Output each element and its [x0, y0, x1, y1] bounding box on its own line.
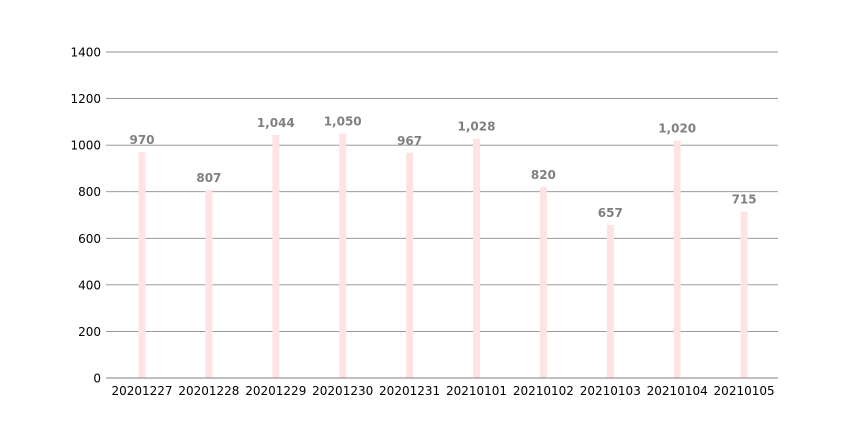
- bar: [272, 134, 280, 378]
- y-tick-label: 1000: [70, 139, 101, 153]
- data-label: 1,020: [658, 121, 696, 135]
- bar: [473, 138, 480, 378]
- x-tick-label: 20210105: [714, 384, 775, 398]
- bar: [406, 152, 414, 378]
- bar: [339, 133, 347, 378]
- y-tick-label: 400: [78, 278, 101, 292]
- x-tick-label: 20201227: [111, 384, 172, 398]
- y-tick-label: 600: [78, 232, 101, 246]
- x-tick-label: 20210103: [580, 384, 641, 398]
- data-label: 970: [129, 133, 154, 147]
- y-tick-label: 0: [93, 372, 101, 386]
- y-tick-label: 800: [78, 185, 101, 199]
- data-label: 967: [397, 134, 422, 148]
- bar: [205, 190, 213, 378]
- data-label: 807: [196, 171, 221, 185]
- bar: [673, 140, 681, 378]
- data-label: 1,028: [458, 120, 496, 134]
- x-tick-label: 20201229: [245, 384, 306, 398]
- data-label: 820: [531, 168, 556, 182]
- bar: [740, 211, 748, 378]
- x-tick-label: 20201228: [178, 384, 239, 398]
- bar: [138, 152, 146, 378]
- x-tick-label: 20210102: [513, 384, 574, 398]
- data-label: 657: [598, 206, 623, 220]
- y-tick-label: 1400: [70, 46, 101, 60]
- grid-layer: [106, 51, 778, 332]
- y-tick-label: 1200: [70, 92, 101, 106]
- axis-layer: 0 200 400 600 800 1000 1200 1400 20201227 2020122…: [70, 46, 778, 398]
- bar: [539, 187, 547, 378]
- data-label: 715: [732, 193, 757, 207]
- labels-layer: 970 807 1,044 1,050 967 1,028 820 657 1,020 715: [129, 115, 756, 221]
- data-label: 1,050: [324, 115, 362, 129]
- x-tick-label: 20210101: [446, 384, 507, 398]
- data-label: 1,044: [257, 116, 295, 130]
- y-tick-label: 200: [78, 325, 101, 339]
- bars-layer: [138, 133, 748, 378]
- x-tick-label: 20210104: [647, 384, 708, 398]
- x-tick-label: 20201230: [312, 384, 373, 398]
- bar: [606, 225, 614, 378]
- x-tick-label: 20201231: [379, 384, 440, 398]
